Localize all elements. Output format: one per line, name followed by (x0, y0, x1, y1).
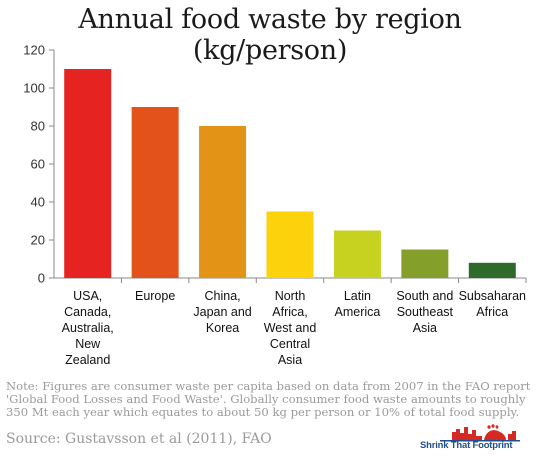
category-label-line: China, (205, 289, 241, 303)
bar-chart: 0 20 40 60 80 100 120 USA, Canada, Australia, New… (23, 43, 527, 367)
category-label: Latin America (335, 289, 381, 319)
logo-text: Shrink That Footprint (420, 440, 513, 451)
bar (266, 211, 314, 278)
y-tick-label: 100 (23, 81, 45, 96)
bar (131, 107, 179, 278)
category-labels-layer: USA, Canada, Australia, New Zealand Europe Chi… (62, 289, 526, 367)
category-label-line: Japan and (193, 305, 251, 319)
category-label-line: Africa, (272, 305, 307, 319)
category-label-line: Asia (278, 353, 302, 367)
axis-layer: 0 20 40 60 80 100 120 (23, 43, 527, 286)
y-tick-label: 0 (38, 271, 45, 286)
bar (64, 69, 112, 278)
chart-title: Annual food waste by region (kg/person) (78, 4, 462, 66)
category-label-line: Australia, (62, 321, 114, 335)
y-tick-label: 120 (23, 43, 45, 58)
bars-layer (64, 69, 516, 278)
category-label-line: Europe (135, 289, 175, 303)
category-label-line: USA, (73, 289, 102, 303)
category-label-line: Central (270, 337, 310, 351)
footnote: Note: Figures are consumer waste per cap… (6, 379, 531, 419)
bar (199, 126, 247, 278)
category-label: North Africa, West and Central Asia (264, 289, 317, 367)
bar (401, 249, 449, 278)
category-label: China, Japan and Korea (193, 289, 251, 335)
y-tick-label: 80 (31, 119, 45, 134)
shrink-that-footprint-logo: Shrink That Footprint (420, 424, 536, 454)
category-label-line: New (75, 337, 101, 351)
category-label-line: America (335, 305, 381, 319)
footprint-skyline-logo-icon (440, 424, 520, 442)
category-label-line: Canada, (64, 305, 111, 319)
category-label-line: Asia (413, 321, 437, 335)
category-label-line: Latin (344, 289, 371, 303)
y-tick-label: 60 (31, 157, 45, 172)
category-label-line: West and (264, 321, 317, 335)
category-label-line: Africa (476, 305, 508, 319)
category-label-line: Subsaharan (459, 289, 526, 303)
category-label: Subsaharan Africa (459, 289, 526, 319)
y-tick-label: 20 (31, 233, 45, 248)
category-label-line: South and (396, 289, 453, 303)
y-tick-label: 40 (31, 195, 45, 210)
category-label-line: North (275, 289, 306, 303)
category-label-line: Korea (206, 321, 239, 335)
category-label: Europe (135, 289, 175, 303)
bar (333, 230, 381, 278)
category-label-line: Zealand (65, 353, 110, 367)
bar (468, 262, 516, 278)
category-label-line: Southeast (397, 305, 454, 319)
category-label: South and Southeast Asia (396, 289, 453, 335)
source-line: Source: Gustavsson et al (2011), FAO (6, 431, 272, 447)
category-label: USA, Canada, Australia, New Zealand (62, 289, 114, 367)
